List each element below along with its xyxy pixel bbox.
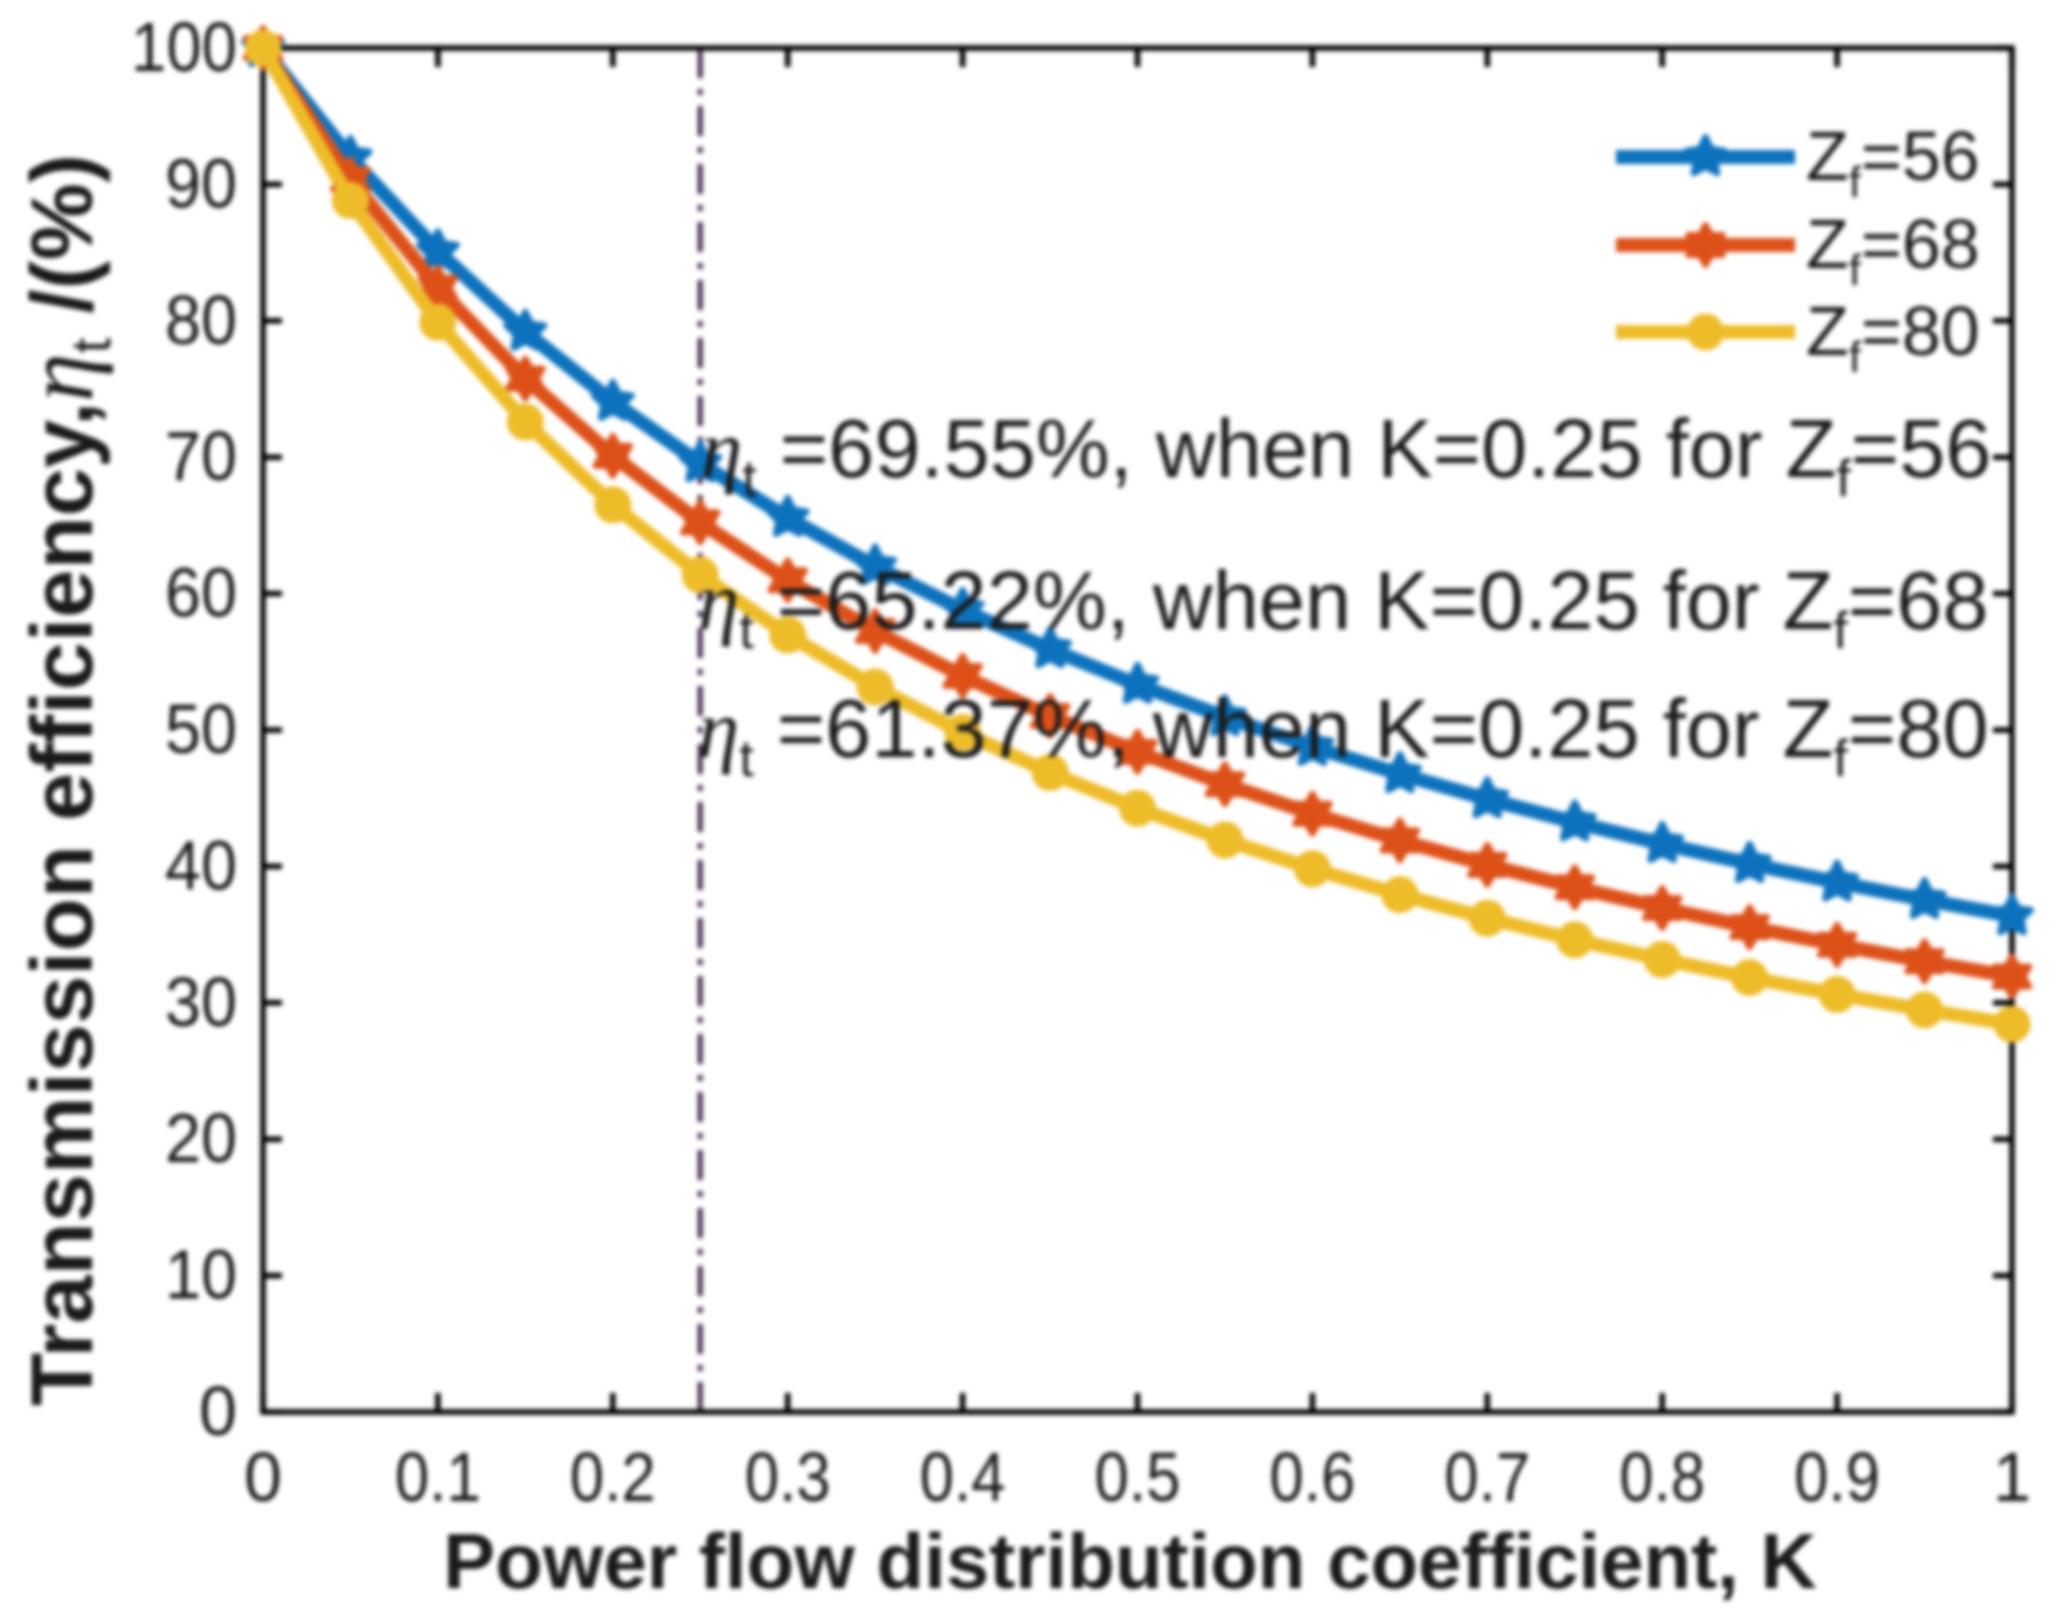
svg-text:0.9: 0.9 — [1794, 1438, 1880, 1516]
svg-text:70: 70 — [165, 417, 237, 495]
svg-text:Transmission efficiency,ηt /(%: Transmission efficiency,ηt /(%) — [6, 154, 122, 1406]
svg-text:0: 0 — [244, 1438, 282, 1516]
svg-text:0.7: 0.7 — [1444, 1438, 1530, 1516]
svg-text:10: 10 — [165, 1236, 237, 1314]
svg-text:0.3: 0.3 — [745, 1438, 831, 1516]
svg-text:0.4: 0.4 — [920, 1438, 1006, 1516]
svg-text:Zf=68: Zf=68 — [1806, 205, 1980, 295]
svg-text:0: 0 — [199, 1372, 237, 1450]
svg-text:ηt =65.22%, when K=0.25 for Zf: ηt =65.22%, when K=0.25 for Zf=68 — [698, 554, 1989, 660]
svg-text:ηt =69.55%, when K=0.25 for Zf: ηt =69.55%, when K=0.25 for Zf=56 — [701, 402, 1992, 508]
svg-text:60: 60 — [165, 554, 237, 632]
svg-text:100: 100 — [131, 8, 237, 86]
svg-text:40: 40 — [165, 826, 237, 904]
svg-text:Zf=56: Zf=56 — [1806, 117, 1980, 207]
svg-text:0.2: 0.2 — [570, 1438, 656, 1516]
svg-text:0.8: 0.8 — [1619, 1438, 1705, 1516]
svg-text:ηt =61.37%, when K=0.25 for Zf: ηt =61.37%, when K=0.25 for Zf=80 — [698, 682, 1989, 788]
svg-text:Zf=80: Zf=80 — [1806, 292, 1980, 382]
svg-text:0.5: 0.5 — [1095, 1438, 1181, 1516]
svg-text:0.6: 0.6 — [1269, 1438, 1355, 1516]
svg-text:50: 50 — [165, 690, 237, 768]
svg-text:1: 1 — [1993, 1438, 2031, 1516]
svg-text:Power flow distribution coeffi: Power flow distribution coefficient, K — [443, 1517, 1817, 1605]
svg-text:90: 90 — [165, 144, 237, 222]
svg-text:20: 20 — [165, 1099, 237, 1177]
svg-text:0.1: 0.1 — [395, 1438, 481, 1516]
svg-text:30: 30 — [165, 963, 237, 1041]
svg-text:80: 80 — [165, 281, 237, 359]
